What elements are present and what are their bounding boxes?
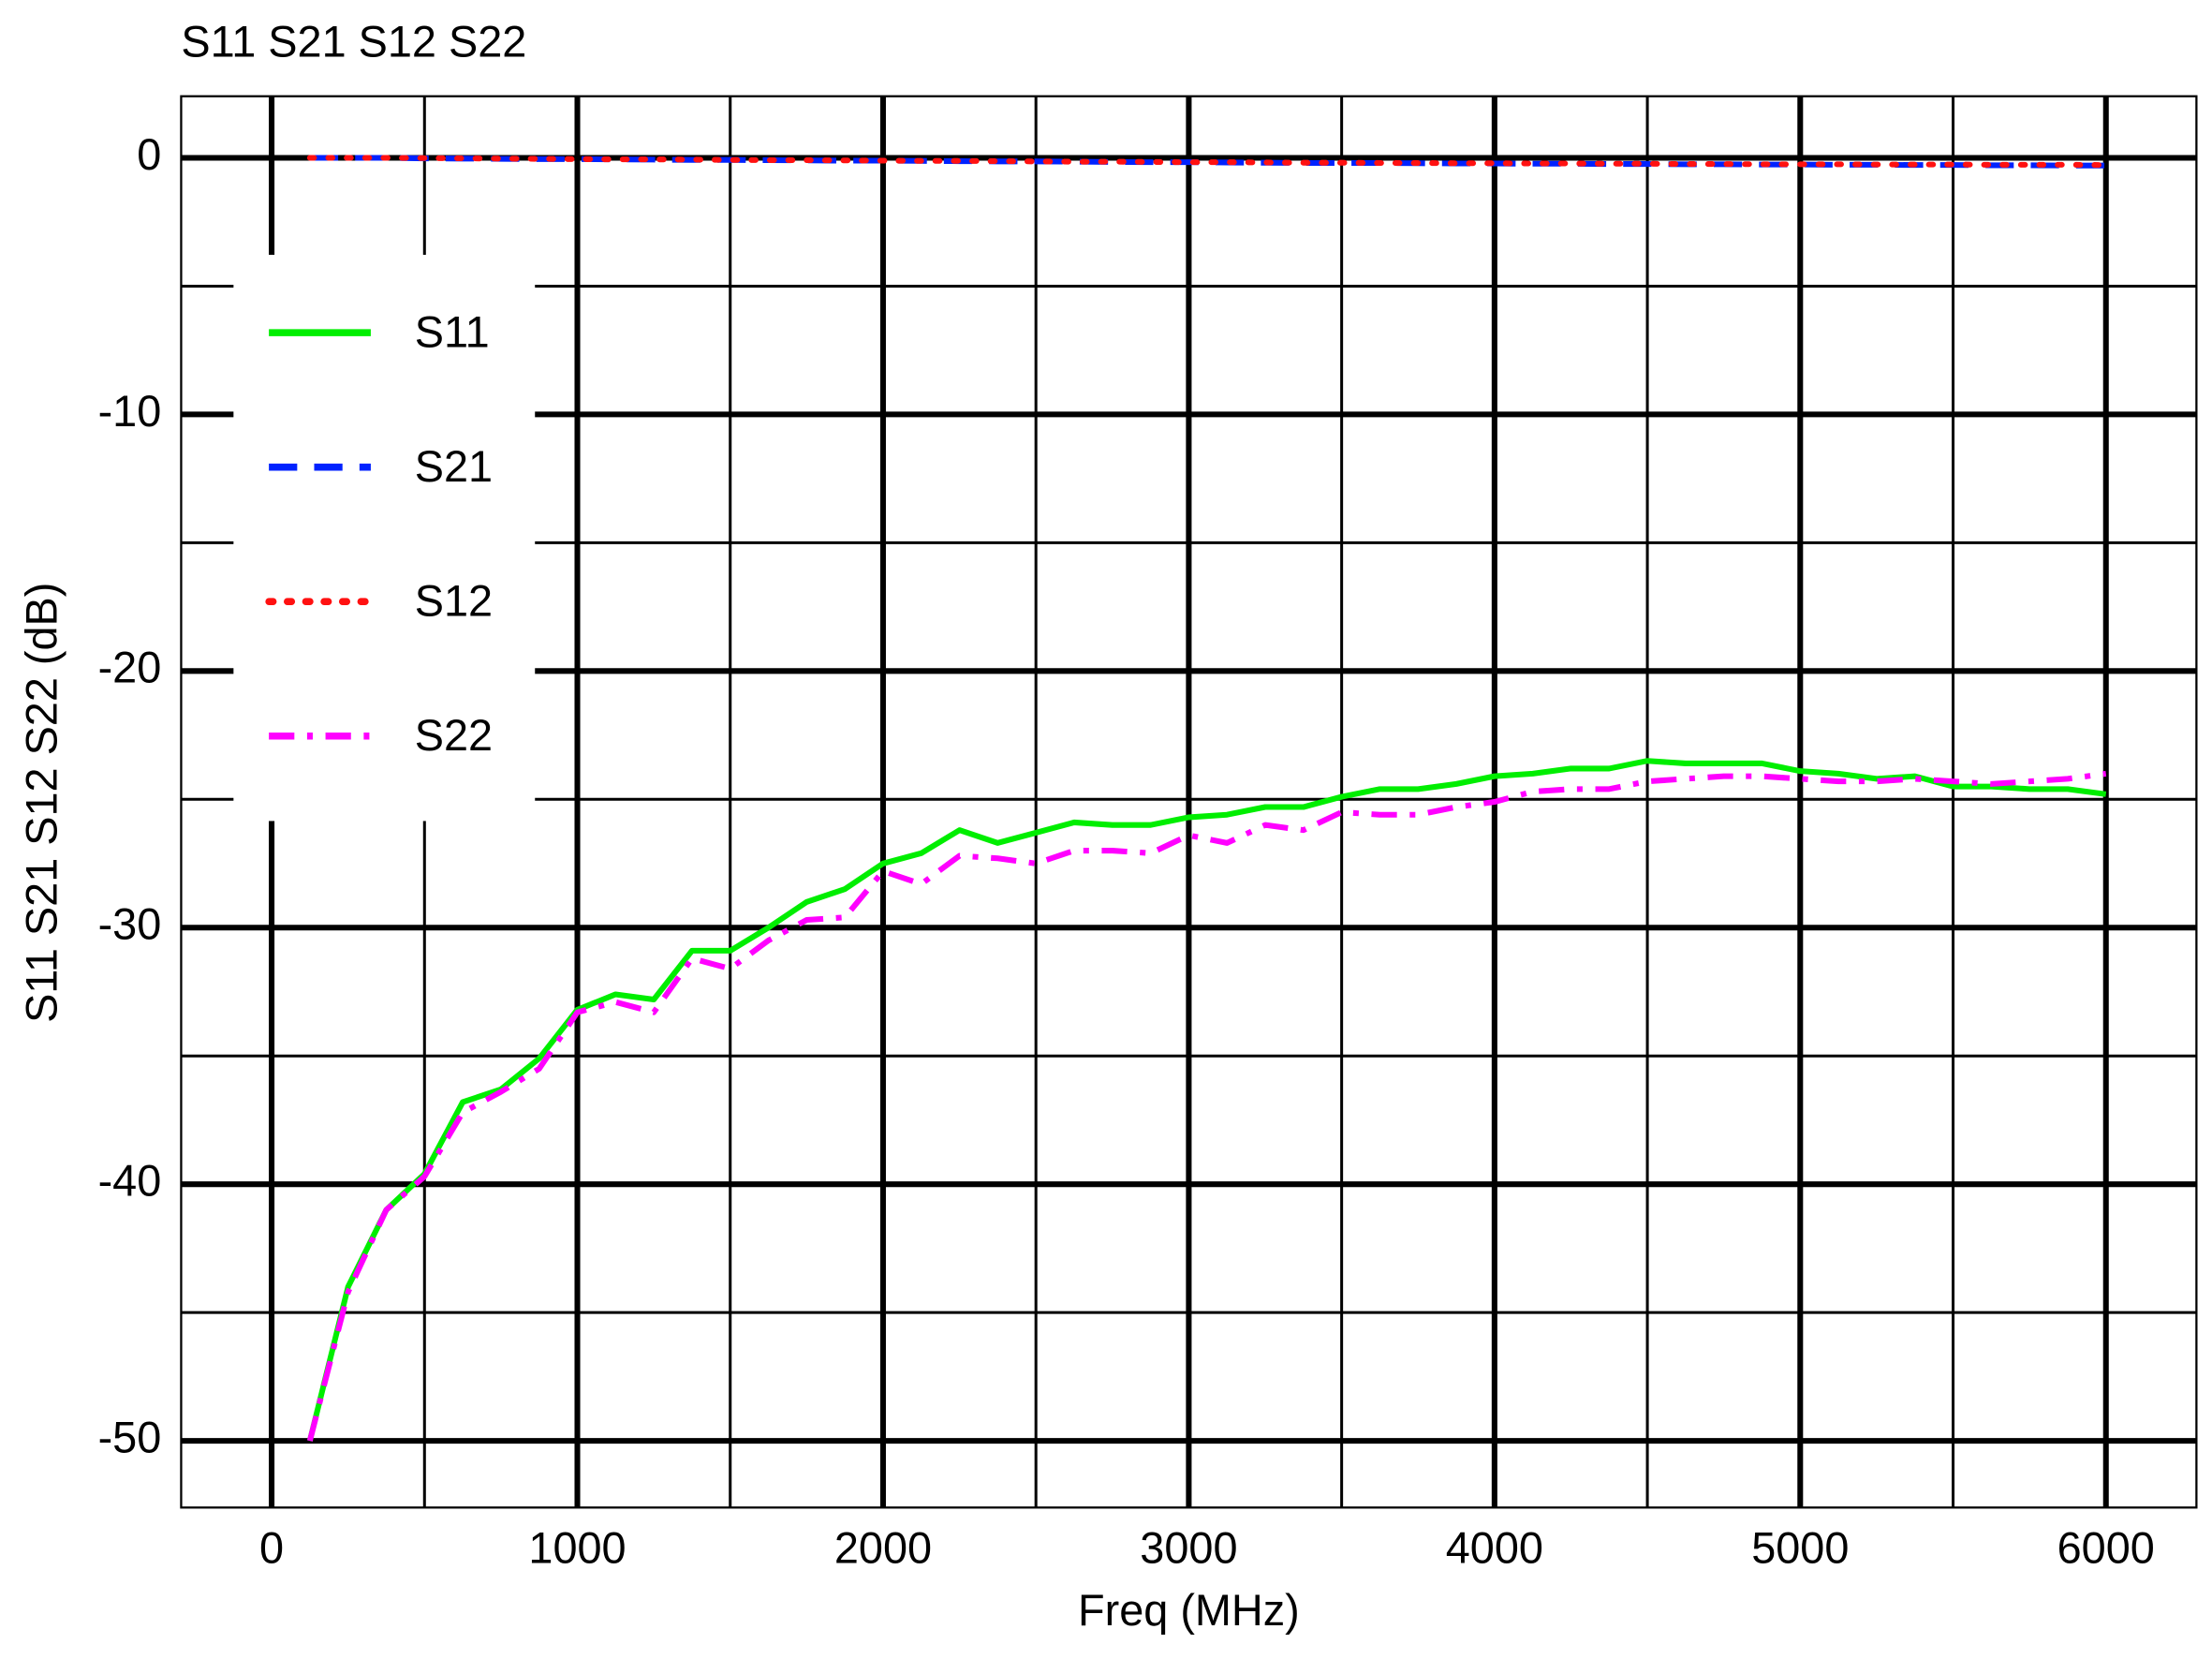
tick-labels: 0 1000 2000 3000 4000 5000 6000 0 -10 -20 -30 -40 -5… — [98, 130, 2155, 1573]
y-tick-label: -20 — [98, 644, 162, 692]
x-tick-label: 4000 — [1446, 1524, 1543, 1573]
y-tick-label: -50 — [98, 1413, 162, 1461]
x-tick-label: 6000 — [2057, 1524, 2155, 1573]
plot-frame — [180, 95, 2198, 1509]
legend-label: S22 — [415, 711, 493, 760]
y-tick-label: -30 — [98, 900, 162, 949]
x-tick-label: 3000 — [1140, 1524, 1237, 1573]
x-axis-title: Freq (MHz) — [1078, 1586, 1300, 1635]
legend-box — [233, 254, 536, 822]
legend-label: S21 — [415, 442, 493, 491]
chart-title: S11 S21 S12 S22 — [181, 18, 526, 67]
x-tick-label: 2000 — [834, 1524, 932, 1573]
x-tick-label: 5000 — [1751, 1524, 1849, 1573]
y-tick-label: -40 — [98, 1157, 162, 1206]
series-line — [306, 770, 2107, 1442]
x-tick-label: 1000 — [528, 1524, 626, 1573]
legend-label: S11 — [415, 308, 490, 357]
y-axis-title: S11 S21 S12 S22 (dB) — [18, 583, 66, 1023]
plot-lines — [306, 155, 2109, 1442]
series-line — [306, 155, 2109, 169]
x-tick-label: 0 — [259, 1524, 284, 1573]
y-tick-label: 0 — [137, 130, 161, 179]
legend: S11 S21 S12 S22 — [233, 254, 536, 822]
legend-label: S12 — [415, 577, 493, 626]
y-tick-label: -10 — [98, 387, 162, 436]
series-line — [306, 758, 2107, 1442]
